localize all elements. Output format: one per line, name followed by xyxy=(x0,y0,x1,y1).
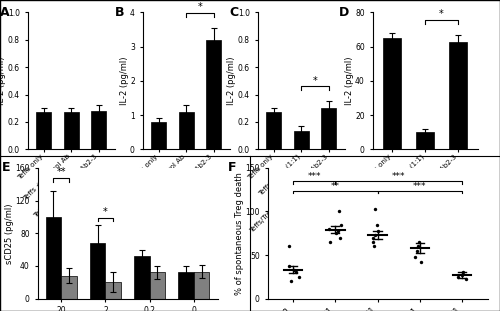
Bar xyxy=(61,276,76,299)
Text: A: A xyxy=(0,6,9,19)
Bar xyxy=(266,112,281,149)
Text: ***: *** xyxy=(308,172,321,181)
Bar xyxy=(46,217,61,299)
Point xyxy=(288,279,296,284)
Bar xyxy=(91,111,106,149)
Text: *: * xyxy=(439,9,444,19)
Text: ***: *** xyxy=(413,182,426,191)
Bar xyxy=(152,122,166,149)
Point xyxy=(370,239,378,244)
Y-axis label: IL-2 (pg/ml): IL-2 (pg/ml) xyxy=(120,57,128,105)
Point xyxy=(336,209,344,214)
Point xyxy=(411,254,419,259)
Bar xyxy=(449,42,467,149)
Point xyxy=(334,228,342,233)
Text: *: * xyxy=(198,2,202,12)
Point xyxy=(417,259,425,264)
Legend: mAb2-3 IgG1, Ctrl IgG1: mAb2-3 IgG1, Ctrl IgG1 xyxy=(339,190,402,211)
Point xyxy=(284,264,292,269)
Point xyxy=(337,222,345,227)
Bar xyxy=(106,282,121,299)
Point xyxy=(292,270,300,275)
Point xyxy=(416,239,424,244)
Point xyxy=(371,207,379,211)
Bar xyxy=(416,132,434,149)
Bar xyxy=(90,243,106,299)
Text: *: * xyxy=(103,207,108,217)
Bar xyxy=(64,112,79,149)
Point xyxy=(462,277,469,282)
Point xyxy=(326,239,334,244)
Bar xyxy=(134,256,150,299)
Point xyxy=(454,274,462,279)
Point xyxy=(284,244,292,249)
Bar xyxy=(36,112,52,149)
Point xyxy=(460,270,468,275)
Y-axis label: IL-2 (pg/ml): IL-2 (pg/ml) xyxy=(228,57,236,105)
Point xyxy=(372,222,380,227)
Point xyxy=(290,267,298,272)
Bar xyxy=(383,38,401,149)
Text: B: B xyxy=(114,6,124,19)
Bar xyxy=(321,108,336,149)
Bar xyxy=(194,272,210,299)
Point xyxy=(370,244,378,249)
Text: D: D xyxy=(339,6,349,19)
Point xyxy=(414,244,422,249)
Text: ***: *** xyxy=(392,172,406,181)
Bar xyxy=(206,40,221,149)
Point xyxy=(370,235,378,240)
Text: **: ** xyxy=(56,167,66,177)
Text: C: C xyxy=(230,6,238,19)
Point xyxy=(325,226,333,231)
Point xyxy=(336,235,344,240)
Point xyxy=(294,274,302,279)
Bar xyxy=(178,272,194,299)
Point xyxy=(458,272,466,277)
Y-axis label: IL-2 (pg/ml): IL-2 (pg/ml) xyxy=(0,57,6,105)
Text: *: * xyxy=(312,76,318,86)
Point xyxy=(371,233,379,238)
Bar xyxy=(178,112,194,149)
Y-axis label: % of spontaneous Treg death: % of spontaneous Treg death xyxy=(235,172,244,295)
Bar xyxy=(294,132,309,149)
Y-axis label: sCD25 (pg/ml): sCD25 (pg/ml) xyxy=(5,203,14,263)
Text: E: E xyxy=(2,161,10,174)
Text: F: F xyxy=(228,161,236,174)
Point xyxy=(374,228,382,233)
Bar xyxy=(150,272,165,299)
Point xyxy=(332,231,340,236)
Point xyxy=(413,248,421,253)
Y-axis label: IL-2 (pg/ml): IL-2 (pg/ml) xyxy=(344,57,354,105)
Text: **: ** xyxy=(330,182,340,191)
